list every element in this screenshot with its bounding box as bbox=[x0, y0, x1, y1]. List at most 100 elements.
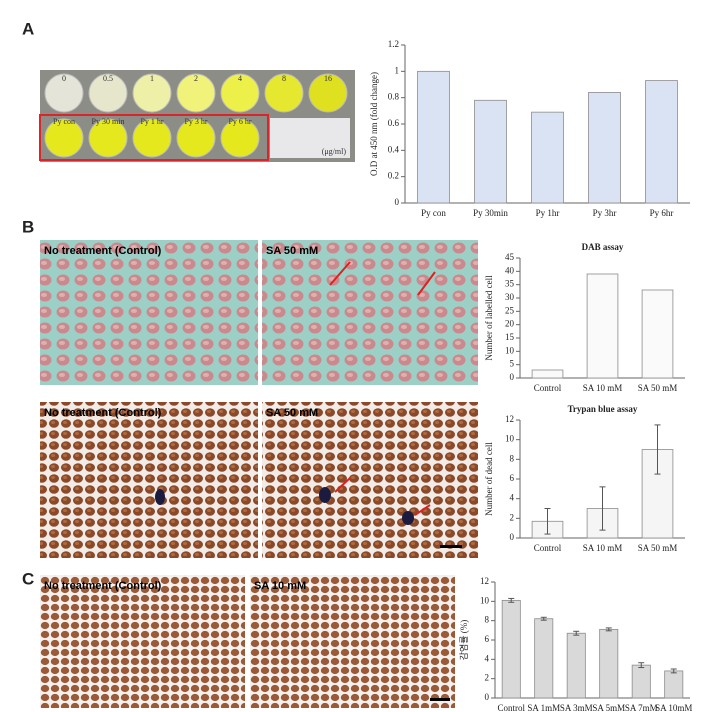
x-tick-label: Py 30min bbox=[473, 208, 508, 218]
y-axis-label: Number of dead cell bbox=[484, 442, 494, 516]
bar bbox=[588, 92, 621, 204]
x-tick-label: SA 10 mM bbox=[583, 543, 623, 553]
y-tick-label: 0.8 bbox=[388, 92, 400, 102]
bar bbox=[641, 289, 674, 379]
x-tick-label: SA 50 mM bbox=[638, 383, 678, 393]
chart-title: Trypan blue assay bbox=[568, 404, 638, 414]
y-tick-label: 45 bbox=[505, 252, 515, 262]
x-tick-label: SA 1mM bbox=[527, 703, 560, 712]
bar bbox=[645, 80, 678, 204]
x-tick-label: Py con bbox=[421, 208, 446, 218]
y-axis-label: O.D at 450 nm (fold change) bbox=[369, 72, 379, 176]
bar bbox=[417, 70, 450, 204]
y-tick-label: 0 bbox=[510, 532, 515, 542]
well bbox=[264, 73, 304, 113]
panel-label: A bbox=[22, 19, 34, 38]
panel-label: C bbox=[22, 569, 34, 588]
y-tick-label: 1.2 bbox=[388, 39, 399, 49]
x-tick-label: SA 3mM bbox=[560, 703, 593, 712]
y-tick-label: 8 bbox=[510, 453, 515, 463]
y-axis-label: Number of labelled cell bbox=[484, 275, 494, 361]
x-tick-label: SA 50 mM bbox=[638, 543, 678, 553]
y-tick-label: 0.4 bbox=[388, 144, 400, 154]
x-tick-label: Control bbox=[534, 383, 562, 393]
x-tick-label: SA 10mM bbox=[655, 703, 692, 712]
y-tick-label: 12 bbox=[505, 414, 514, 424]
well-label: Py con bbox=[53, 117, 75, 126]
micrographs bbox=[40, 240, 478, 708]
well-label: 0 bbox=[62, 74, 66, 83]
y-tick-label: 6 bbox=[510, 473, 515, 483]
well-label: Py 1 hr bbox=[140, 117, 163, 126]
well bbox=[44, 118, 84, 158]
well bbox=[308, 73, 348, 113]
well-label: 4 bbox=[238, 74, 242, 83]
y-tick-label: 2 bbox=[510, 512, 515, 522]
error-bar bbox=[573, 630, 580, 636]
y-tick-label: 0 bbox=[510, 372, 515, 382]
y-tick-label: 6 bbox=[485, 634, 490, 644]
y-tick-label: 12 bbox=[480, 576, 489, 586]
bar bbox=[534, 618, 554, 699]
y-tick-label: 1 bbox=[395, 65, 400, 75]
well-label: 1 bbox=[150, 74, 154, 83]
y-tick-label: 15 bbox=[505, 332, 515, 342]
y-tick-label: 2 bbox=[485, 673, 490, 683]
y-axis-label: 감염률 (%) bbox=[458, 620, 469, 661]
bar bbox=[664, 670, 684, 699]
y-tick-label: 5 bbox=[510, 359, 515, 369]
well bbox=[220, 118, 260, 158]
y-tick-label: 10 bbox=[505, 345, 515, 355]
x-tick-label: Control bbox=[497, 703, 525, 712]
image-label: No treatment (Control) bbox=[44, 245, 162, 257]
y-tick-label: 35 bbox=[505, 279, 515, 289]
y-tick-label: 4 bbox=[485, 653, 490, 663]
image-label: No treatment (Control) bbox=[44, 580, 162, 592]
x-tick-label: SA 5mM bbox=[592, 703, 625, 712]
bar bbox=[474, 99, 507, 204]
chart-title: DAB assay bbox=[582, 242, 624, 252]
y-tick-label: 30 bbox=[505, 292, 515, 302]
y-tick-label: 10 bbox=[480, 595, 490, 605]
image-label: No treatment (Control) bbox=[44, 407, 162, 419]
y-tick-label: 40 bbox=[505, 265, 515, 275]
well bbox=[132, 118, 172, 158]
bar bbox=[501, 599, 521, 699]
error-bar bbox=[508, 597, 515, 603]
error-bar bbox=[670, 668, 677, 674]
y-tick-label: 25 bbox=[505, 305, 515, 315]
y-tick-label: 8 bbox=[485, 615, 490, 625]
x-tick-label: Py 6hr bbox=[650, 208, 674, 218]
unit-label: (μg/ml) bbox=[322, 147, 347, 156]
well-label: 0.5 bbox=[103, 74, 113, 83]
well bbox=[220, 73, 260, 113]
x-tick-label: Control bbox=[534, 543, 562, 553]
image-label: SA 10 mM bbox=[254, 580, 306, 592]
error-bar bbox=[540, 616, 547, 621]
y-tick-label: 0.6 bbox=[388, 118, 400, 128]
well bbox=[88, 73, 128, 113]
well bbox=[44, 73, 84, 113]
error-bar bbox=[638, 662, 645, 669]
error-bar bbox=[599, 486, 606, 531]
well-label: 8 bbox=[282, 74, 286, 83]
x-tick-label: SA 7mM bbox=[625, 703, 658, 712]
image-label: SA 50 mM bbox=[266, 245, 318, 257]
well bbox=[132, 73, 172, 113]
bar bbox=[586, 273, 619, 379]
y-tick-label: 0 bbox=[395, 197, 400, 207]
bar bbox=[531, 111, 564, 204]
x-tick-label: Py 3hr bbox=[593, 208, 617, 218]
panel-label: B bbox=[22, 217, 34, 236]
error-bar bbox=[605, 627, 612, 632]
y-tick-label: 20 bbox=[505, 319, 515, 329]
bar bbox=[531, 369, 564, 379]
bar bbox=[599, 628, 619, 699]
well-label: Py 6 hr bbox=[228, 117, 251, 126]
error-bar bbox=[654, 424, 661, 475]
well bbox=[176, 73, 216, 113]
well-label: 16 bbox=[324, 74, 332, 83]
well-label: Py 3 hr bbox=[184, 117, 207, 126]
x-tick-label: Py 1hr bbox=[536, 208, 560, 218]
